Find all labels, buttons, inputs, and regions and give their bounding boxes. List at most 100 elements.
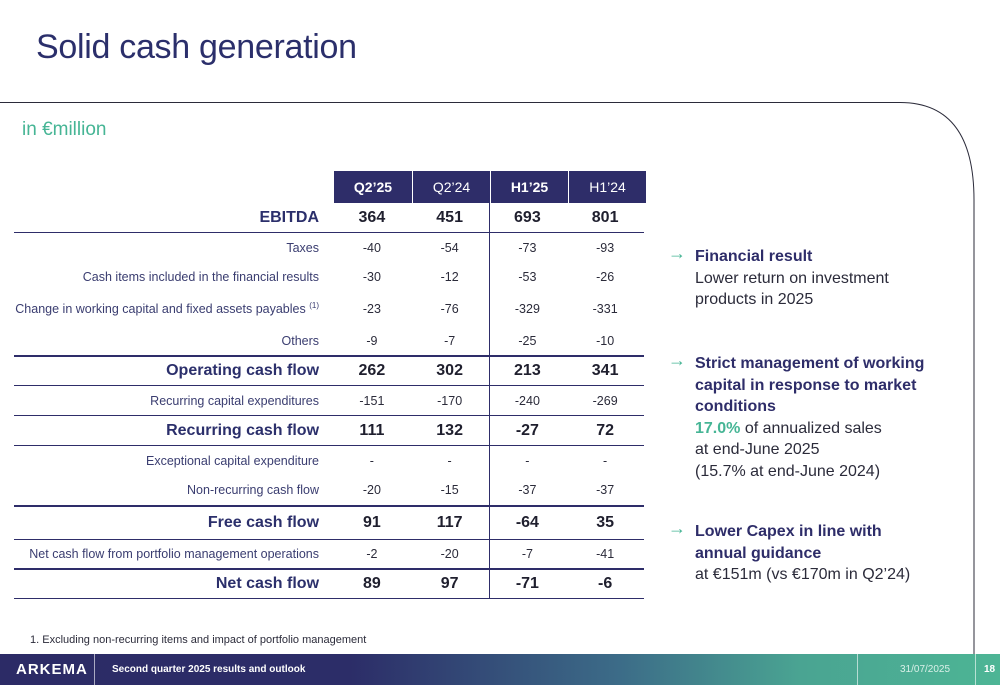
cell: -73 <box>518 240 537 255</box>
highlight-line: (15.7% at end-June 2024) <box>695 462 881 480</box>
highlight-head: capital in response to market <box>695 376 917 394</box>
cell: 117 <box>436 514 463 531</box>
table-row: Change in working capital and fixed asse… <box>14 291 644 326</box>
cell: -26 <box>596 269 615 284</box>
cell: -269 <box>592 393 618 408</box>
cell: 451 <box>436 209 463 226</box>
row-divider <box>14 539 644 540</box>
cell: -25 <box>518 333 537 348</box>
cell: 262 <box>358 362 386 379</box>
cell: 72 <box>596 421 615 439</box>
table-row: Taxes -40 -54 -73 -93 <box>14 233 644 262</box>
cell: - <box>525 453 530 468</box>
arrow-right-icon: → <box>668 350 686 370</box>
arrow-right-icon: → <box>668 243 686 263</box>
table-row-operating-cash-flow: Operating cash flow 262 302 213 341 <box>14 357 644 385</box>
highlight-line: at €151m (vs €170m in Q2’24) <box>695 566 911 583</box>
table-row-ebitda: EBITDA 364 451 693 801 <box>14 203 644 233</box>
cell: 801 <box>591 209 619 226</box>
highlight-capex: → Lower Capex in line with annual guidan… <box>668 518 938 586</box>
row-label: Net cash flow from portfolio management … <box>29 547 320 561</box>
table-header: Q2’25 Q2’24 H1’25 H1’24 <box>334 171 646 203</box>
table-row-free-cash-flow: Free cash flow 91 117 -64 35 <box>14 507 644 539</box>
cell: -240 <box>514 393 540 408</box>
row-label: Taxes <box>286 240 320 255</box>
highlight-head: Financial result <box>695 248 813 265</box>
footer-date: 31/07/2025 <box>900 664 951 675</box>
row-divider <box>14 232 644 233</box>
highlight-accent: 17.0% <box>695 419 741 437</box>
arrow-right-icon: → <box>668 518 686 538</box>
cell: -37 <box>518 483 537 497</box>
highlight-working-capital: → Strict management of working capital i… <box>668 350 938 482</box>
cell: 693 <box>514 209 541 226</box>
cell: 91 <box>362 514 381 531</box>
cell: -27 <box>515 421 539 439</box>
row-label: Free cash flow <box>207 514 320 531</box>
highlight-accent-rest: of annualized sales <box>740 419 882 437</box>
col-header-h1-24: H1’24 <box>568 171 646 203</box>
cell: -7 <box>444 333 456 348</box>
col-header-h1-25: H1’25 <box>490 171 568 203</box>
table-row: Recurring capital expenditures -151 -170… <box>14 386 644 415</box>
cell: -6 <box>598 575 613 592</box>
footnote: 1. Excluding non-recurring items and imp… <box>30 634 367 646</box>
cell: 302 <box>436 362 463 379</box>
highlight-head: Strict management of working <box>695 355 925 372</box>
column-divider <box>489 203 490 599</box>
cell: 111 <box>359 421 385 439</box>
row-label: Recurring cash flow <box>166 421 320 439</box>
cell: -23 <box>362 301 381 316</box>
cell: 341 <box>591 362 619 379</box>
row-label: Cash items included in the financial res… <box>82 269 320 284</box>
cell: -10 <box>596 333 615 348</box>
row-divider <box>14 415 644 416</box>
row-divider <box>14 568 644 570</box>
cell: 35 <box>596 514 615 531</box>
cell: -54 <box>440 240 459 255</box>
row-divider <box>14 505 644 507</box>
row-label: Net cash flow <box>215 575 320 592</box>
cell: -93 <box>596 240 615 255</box>
table-row: Others -9 -7 -25 -10 <box>14 326 644 355</box>
footer-bar: ARKEMA Second quarter 2025 results and o… <box>0 654 1000 685</box>
highlight-financial-result: → Financial result Lower return on inves… <box>668 243 938 311</box>
cell: - <box>369 453 374 468</box>
footnote-marker: (1) <box>309 300 320 310</box>
footer-subtitle: Second quarter 2025 results and outlook <box>112 664 306 675</box>
arkema-logo: ARKEMA <box>16 661 88 678</box>
row-divider <box>14 355 644 357</box>
row-label: Operating cash flow <box>166 362 320 379</box>
row-label: Others <box>281 333 320 348</box>
cell: -7 <box>521 547 533 561</box>
cell: -30 <box>362 269 381 284</box>
cell: -12 <box>440 269 459 284</box>
row-divider <box>14 445 644 446</box>
cell: -64 <box>515 514 539 531</box>
cell: -41 <box>596 547 615 561</box>
cell: -2 <box>366 547 378 561</box>
highlight-line: at end-June 2025 <box>695 441 820 458</box>
highlight-head: Lower Capex in line with <box>695 523 882 540</box>
cell: 132 <box>436 421 463 439</box>
cell: 213 <box>514 362 541 379</box>
cell: - <box>603 453 608 468</box>
highlight-line: Lower return on investment <box>695 269 889 287</box>
row-label: Recurring capital expenditures <box>150 393 320 408</box>
footer-divider <box>94 654 95 685</box>
table-row-recurring-cash-flow: Recurring cash flow 111 132 -27 72 <box>14 416 644 445</box>
cell: -37 <box>596 483 615 497</box>
cell: -9 <box>366 333 378 348</box>
footer-divider <box>975 654 976 685</box>
highlight-head: conditions <box>695 398 776 415</box>
cell: -151 <box>359 393 385 408</box>
cell: -71 <box>515 575 539 592</box>
row-label: Exceptional capital expenditure <box>145 453 320 468</box>
unit-label: in €million <box>22 119 107 140</box>
row-divider <box>14 598 644 599</box>
highlight-line: 17.0% of annualized sales <box>695 418 938 440</box>
highlight-line: products in 2025 <box>695 291 814 308</box>
cell: 89 <box>362 575 381 592</box>
cell: -15 <box>440 483 459 497</box>
table-row: Exceptional capital expenditure - - - - <box>14 446 644 475</box>
